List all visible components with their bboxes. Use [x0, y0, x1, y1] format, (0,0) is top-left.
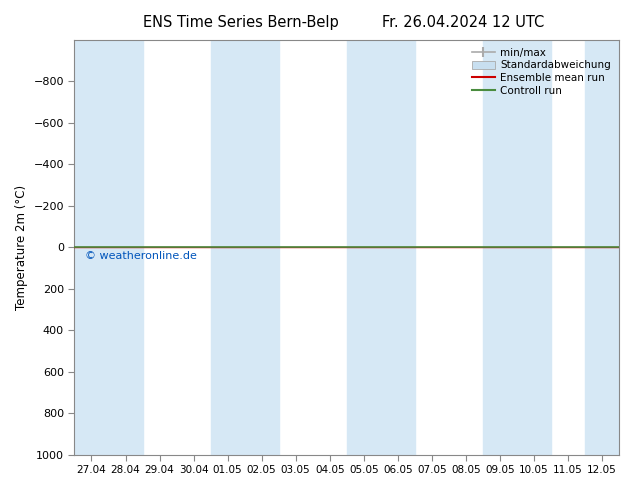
Bar — [74, 40, 143, 455]
Text: Fr. 26.04.2024 12 UTC: Fr. 26.04.2024 12 UTC — [382, 15, 544, 30]
Legend: min/max, Standardabweichung, Ensemble mean run, Controll run: min/max, Standardabweichung, Ensemble me… — [469, 45, 614, 99]
Text: © weatheronline.de: © weatheronline.de — [86, 251, 197, 261]
Bar — [585, 40, 619, 455]
Bar — [347, 40, 415, 455]
Bar — [210, 40, 279, 455]
Bar — [483, 40, 551, 455]
Text: ENS Time Series Bern-Belp: ENS Time Series Bern-Belp — [143, 15, 339, 30]
Y-axis label: Temperature 2m (°C): Temperature 2m (°C) — [15, 184, 28, 310]
